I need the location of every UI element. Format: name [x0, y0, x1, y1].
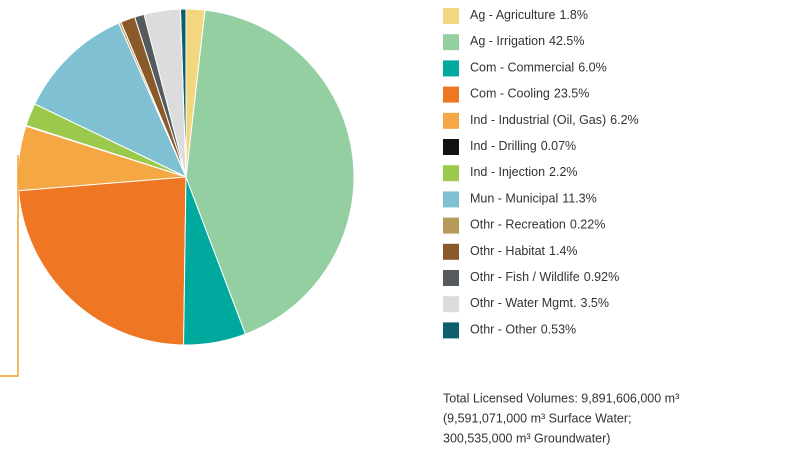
legend-swatch: [443, 217, 459, 234]
legend-swatch: [443, 34, 459, 51]
legend-label: Ag - Agriculture 1.8%: [470, 8, 588, 22]
legend-swatch: [443, 243, 459, 260]
legend-label: Ind - Industrial (Oil, Gas) 6.2%: [470, 113, 639, 127]
legend-value: 42.5%: [549, 34, 584, 48]
slice: [18, 176, 187, 346]
legend-name: Othr - Fish / Wildlife: [470, 270, 580, 284]
total-note: (9,591,071,000 m³ Surface Water;: [443, 411, 632, 425]
legend-name: Ind - Industrial (Oil, Gas): [470, 113, 606, 127]
legend-value: 1.4%: [549, 244, 578, 258]
legend-label: Othr - Habitat 1.4%: [470, 244, 578, 258]
legend-name: Com - Commercial: [470, 61, 574, 75]
legend-name: Othr - Habitat: [470, 244, 546, 258]
legend-label: Mun - Municipal 11.3%: [470, 192, 597, 206]
legend-swatch: [443, 191, 459, 208]
legend-value: 2.2%: [549, 165, 578, 179]
legend-swatch: [443, 322, 459, 339]
slice: [34, 22, 187, 179]
legend-label: Ag - Irrigation 42.5%: [470, 34, 584, 48]
legend-swatch: [443, 296, 459, 313]
legend-name: Ind - Drilling: [470, 139, 537, 153]
legend-swatch: [443, 86, 459, 103]
legend-name: Othr - Water Mgmt.: [470, 296, 577, 310]
legend-name: Othr - Recreation: [470, 218, 566, 232]
slice: [185, 8, 206, 178]
slice: [185, 9, 355, 335]
callout-line: [0, 155, 19, 377]
legend-value: 0.53%: [541, 323, 576, 337]
legend-value: 0.22%: [570, 218, 605, 232]
legend-label: Ind - Drilling 0.07%: [470, 139, 576, 153]
legend-label: Com - Cooling 23.5%: [470, 87, 589, 101]
legend-label: Othr - Recreation 0.22%: [470, 218, 605, 232]
legend-value: 23.5%: [554, 87, 589, 101]
legend-name: Othr - Other: [470, 323, 537, 337]
legend-name: Ag - Irrigation: [470, 34, 545, 48]
legend-label: Othr - Water Mgmt. 3.5%: [470, 296, 609, 310]
legend-value: 0.07%: [541, 139, 576, 153]
legend-swatch: [443, 112, 459, 129]
legend-value: 6.0%: [578, 61, 607, 75]
legend-value: 11.3%: [562, 192, 597, 206]
legend-label: Com - Commercial 6.0%: [470, 61, 607, 75]
legend-swatch: [443, 8, 459, 24]
legend-label: Ind - Injection 2.2%: [470, 165, 578, 179]
legend-value: 6.2%: [610, 113, 639, 127]
legend-swatch: [443, 270, 459, 286]
legend-name: Ag - Agriculture: [470, 8, 556, 22]
total-note: 300,535,000 m³ Groundwater): [443, 431, 610, 445]
total-note: Total Licensed Volumes: 9,891,606,000 m³: [443, 391, 679, 405]
legend-name: Ind - Injection: [470, 165, 545, 179]
legend-swatch: [443, 165, 459, 182]
legend-name: Com - Cooling: [470, 87, 550, 101]
legend-swatch: [443, 60, 459, 77]
legend-swatch: [443, 139, 459, 155]
legend-value: 0.92%: [584, 270, 619, 284]
legend-label: Othr - Fish / Wildlife 0.92%: [470, 270, 619, 284]
legend-label: Othr - Other 0.53%: [470, 323, 576, 337]
legend-value: 1.8%: [559, 8, 588, 22]
legend-value: 3.5%: [581, 296, 610, 310]
legend-name: Mun - Municipal: [470, 192, 558, 206]
